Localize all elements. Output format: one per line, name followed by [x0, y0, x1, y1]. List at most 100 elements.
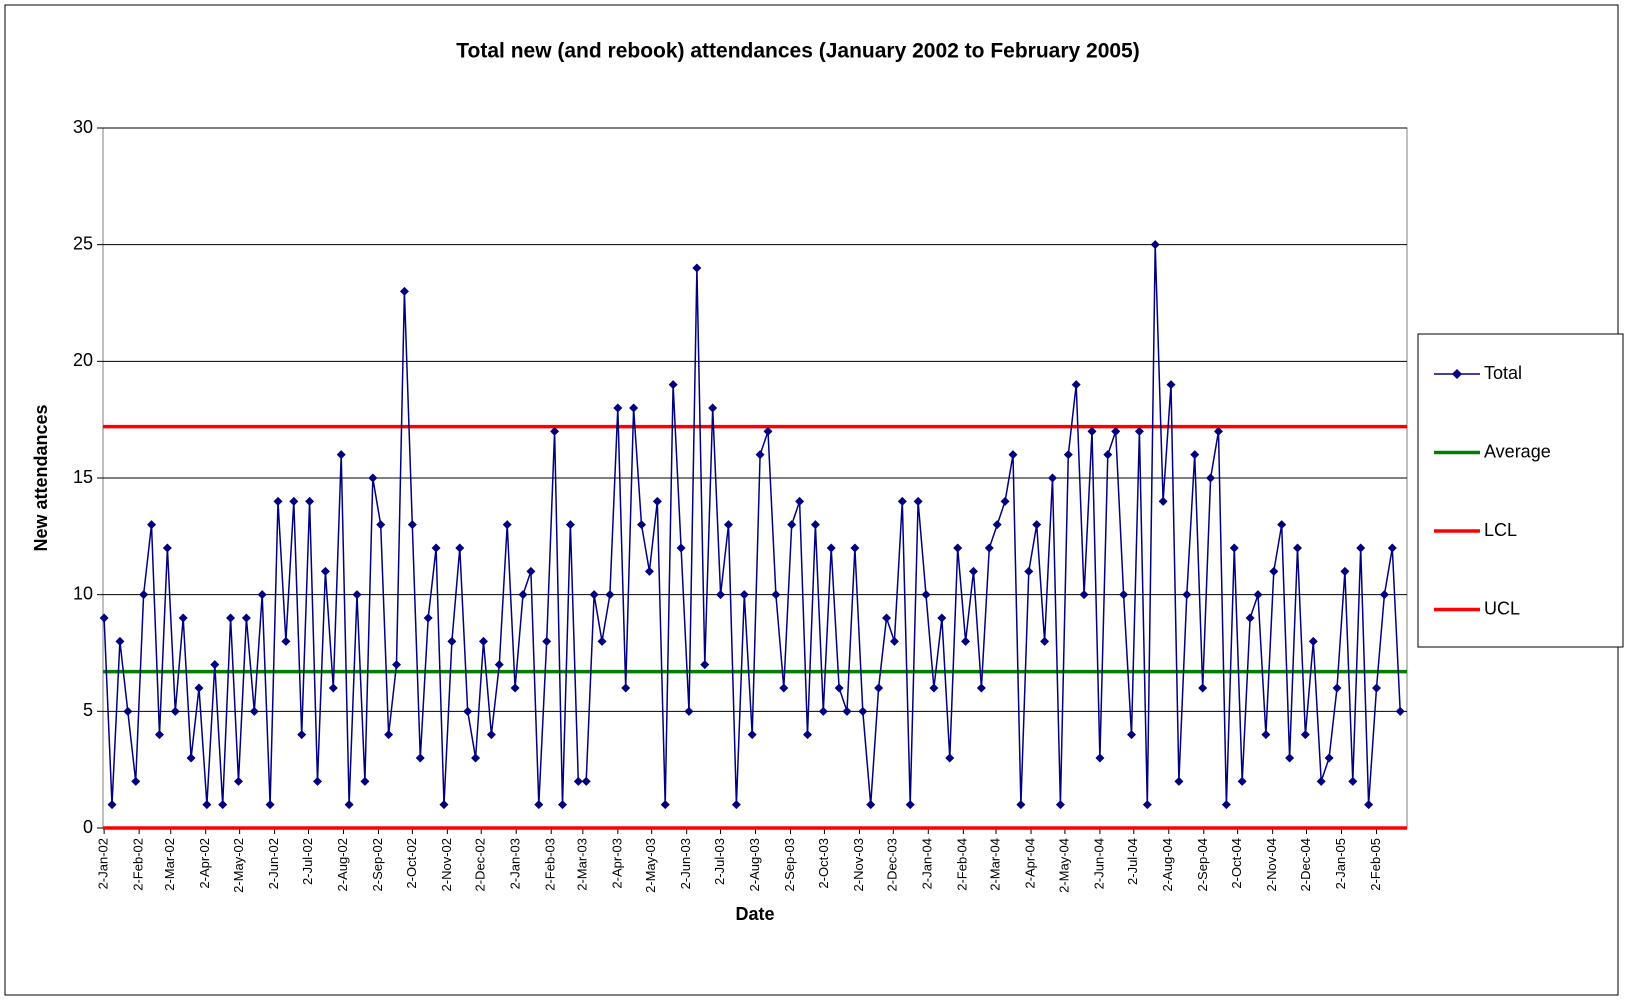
data-point [644, 566, 654, 576]
data-point [471, 753, 481, 763]
x-tick-label: 2-Feb-05 [1368, 838, 1383, 891]
data-point [1032, 520, 1042, 530]
x-tick-label: 2-Jun-02 [266, 838, 281, 889]
data-point [621, 683, 631, 693]
data-point [1261, 730, 1271, 740]
data-point [882, 613, 892, 623]
data-point [344, 800, 354, 810]
data-point [1253, 590, 1263, 600]
data-point [1182, 590, 1192, 600]
data-point [123, 706, 133, 716]
data-point [795, 496, 805, 506]
data-point [1071, 380, 1081, 390]
data-point [1103, 450, 1113, 460]
x-tick-label: 2-Aug-04 [1160, 838, 1175, 891]
x-tick-label: 2-Aug-02 [335, 838, 350, 891]
data-point [810, 520, 820, 530]
data-point [249, 706, 259, 716]
data-point [1119, 590, 1129, 600]
data-point [889, 636, 899, 646]
data-point [1166, 380, 1176, 390]
y-tick-label: 5 [83, 700, 93, 720]
data-point [637, 520, 647, 530]
data-point [1332, 683, 1342, 693]
data-point [139, 590, 149, 600]
data-point [210, 660, 220, 670]
data-point [723, 520, 733, 530]
y-tick-label: 30 [73, 117, 93, 137]
data-point [692, 263, 702, 273]
data-point [968, 566, 978, 576]
data-point [992, 520, 1002, 530]
data-point [834, 683, 844, 693]
data-point [1277, 520, 1287, 530]
data-point [597, 636, 607, 646]
data-point [747, 730, 757, 740]
data-point [384, 730, 394, 740]
chart-title: Total new (and rebook) attendances (Janu… [456, 40, 1139, 63]
data-point [313, 776, 323, 786]
data-point [1387, 543, 1397, 553]
data-point [202, 800, 212, 810]
x-tick-label: 2-Nov-02 [439, 838, 454, 891]
x-tick-label: 2-Apr-03 [609, 838, 624, 889]
data-point [320, 566, 330, 576]
data-point [905, 800, 915, 810]
data-point [1269, 566, 1279, 576]
x-tick-label: 2-Mar-04 [987, 838, 1002, 891]
data-point [273, 496, 283, 506]
data-point [115, 636, 125, 646]
data-point [360, 776, 370, 786]
data-point [945, 753, 955, 763]
data-point [170, 706, 180, 716]
data-point [684, 706, 694, 716]
data-point [1150, 240, 1160, 250]
data-point [534, 800, 544, 810]
x-tick-label: 2-Sep-02 [370, 838, 385, 891]
x-tick-label: 2-Apr-02 [197, 838, 212, 889]
x-tick-label: 2-Feb-03 [543, 838, 558, 891]
x-tick-label: 2-Dec-04 [1298, 838, 1313, 891]
data-point [1395, 706, 1405, 716]
data-point [1292, 543, 1302, 553]
data-point [787, 520, 797, 530]
data-point [463, 706, 473, 716]
y-tick-label: 20 [73, 350, 93, 370]
x-axis-label: Date [735, 904, 774, 924]
data-point [392, 660, 402, 670]
data-point [676, 543, 686, 553]
data-point [573, 776, 583, 786]
legend-label: LCL [1484, 520, 1517, 540]
x-tick-label: 2-Sep-03 [782, 838, 797, 891]
data-point [1324, 753, 1334, 763]
data-point [1340, 566, 1350, 576]
x-tick-label: 2-Dec-03 [885, 838, 900, 891]
data-point [526, 566, 536, 576]
data-point [897, 496, 907, 506]
x-tick-label: 2-Jan-05 [1333, 838, 1348, 889]
data-point [1063, 450, 1073, 460]
data-point [1300, 730, 1310, 740]
data-point [1127, 730, 1137, 740]
data-point [1095, 753, 1105, 763]
x-tick-label: 2-Jul-02 [300, 838, 315, 885]
data-point [1111, 426, 1121, 436]
x-tick-label: 2-May-03 [643, 838, 658, 893]
data-point [652, 496, 662, 506]
data-point [542, 636, 552, 646]
data-point [921, 590, 931, 600]
x-tick-label: 2-Mar-02 [162, 838, 177, 891]
data-point [1308, 636, 1318, 646]
data-point [1229, 543, 1239, 553]
data-point [826, 543, 836, 553]
data-point [265, 800, 275, 810]
x-tick-label: 2-Jul-03 [712, 838, 727, 885]
data-point [297, 730, 307, 740]
data-point [802, 730, 812, 740]
data-point [478, 636, 488, 646]
data-point [842, 706, 852, 716]
data-point [1008, 450, 1018, 460]
data-point [1000, 496, 1010, 506]
data-point [1206, 473, 1216, 483]
data-point [510, 683, 520, 693]
